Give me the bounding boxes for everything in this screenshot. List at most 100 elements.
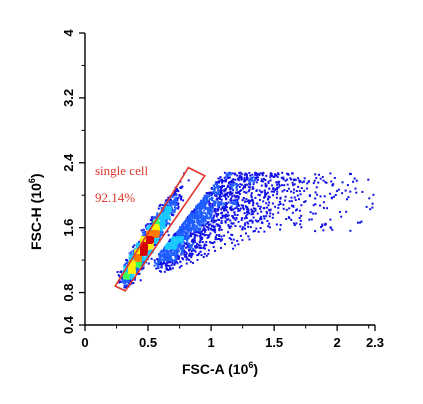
event-point xyxy=(202,197,205,200)
event-point xyxy=(266,206,268,209)
event-point xyxy=(204,196,207,199)
event-point xyxy=(149,218,152,221)
event-point xyxy=(261,174,264,177)
event-point xyxy=(215,213,218,216)
event-point xyxy=(151,247,153,249)
event-point xyxy=(240,189,243,192)
event-point xyxy=(266,191,269,194)
event-point xyxy=(251,173,254,176)
event-point xyxy=(272,190,275,193)
event-point xyxy=(156,238,159,240)
event-point xyxy=(149,248,151,251)
event-point xyxy=(361,190,364,193)
event-point xyxy=(157,240,160,243)
event-point xyxy=(210,241,213,244)
event-point xyxy=(209,208,212,211)
event-point xyxy=(319,195,322,198)
event-point xyxy=(208,224,210,226)
event-point xyxy=(149,240,152,243)
event-point xyxy=(368,197,371,200)
event-point xyxy=(186,238,189,241)
event-point xyxy=(276,181,279,184)
event-point xyxy=(257,230,260,233)
event-point xyxy=(278,200,281,203)
event-point xyxy=(262,200,265,203)
event-point xyxy=(257,193,260,196)
event-point xyxy=(274,205,277,208)
event-point xyxy=(314,203,317,206)
event-point xyxy=(225,209,228,212)
event-point xyxy=(236,203,239,206)
event-point xyxy=(298,179,301,182)
event-point xyxy=(344,189,347,192)
event-point xyxy=(290,200,293,203)
event-point xyxy=(257,172,260,175)
event-point xyxy=(247,190,250,193)
event-point xyxy=(136,263,139,266)
event-point xyxy=(154,226,157,229)
event-point xyxy=(201,222,204,225)
event-point xyxy=(202,205,205,208)
event-point xyxy=(175,194,178,197)
single-cell-gate-outline[interactable] xyxy=(114,166,206,292)
event-point xyxy=(254,171,257,174)
event-point xyxy=(217,223,220,226)
event-point xyxy=(195,226,198,229)
event-point xyxy=(255,227,258,230)
event-point xyxy=(220,187,223,190)
event-point xyxy=(224,208,227,211)
event-point xyxy=(210,214,213,216)
event-point xyxy=(187,246,190,249)
event-point xyxy=(314,212,317,215)
event-point xyxy=(185,224,188,227)
event-point xyxy=(232,189,235,192)
event-point xyxy=(175,237,178,240)
event-point xyxy=(217,203,219,206)
event-point xyxy=(171,236,174,239)
event-point xyxy=(246,221,249,224)
event-point xyxy=(268,215,271,218)
event-point xyxy=(117,274,120,277)
event-point xyxy=(249,174,252,177)
event-point xyxy=(143,260,146,263)
event-point xyxy=(225,178,228,181)
event-point xyxy=(157,220,159,223)
event-point xyxy=(190,215,193,218)
event-point xyxy=(156,214,159,217)
event-point xyxy=(255,190,258,192)
event-point xyxy=(180,245,183,248)
event-point xyxy=(242,226,245,229)
y-tick-label: 1.6 xyxy=(61,219,76,237)
event-point xyxy=(204,222,207,225)
event-point xyxy=(165,262,168,265)
event-point xyxy=(177,196,180,199)
event-point xyxy=(209,191,212,194)
event-point xyxy=(335,190,338,193)
event-point xyxy=(132,260,135,263)
event-point xyxy=(206,216,209,219)
event-point xyxy=(158,222,160,225)
event-point xyxy=(201,206,204,209)
event-point xyxy=(268,187,271,190)
event-point xyxy=(140,229,143,232)
event-point xyxy=(186,219,189,222)
event-point xyxy=(122,281,125,284)
event-point xyxy=(184,251,187,254)
event-point xyxy=(116,271,119,273)
event-point xyxy=(189,235,192,238)
event-point xyxy=(321,224,324,227)
event-point xyxy=(158,253,161,256)
event-point xyxy=(181,233,184,236)
event-point xyxy=(193,208,196,211)
event-point xyxy=(249,226,252,229)
event-point xyxy=(267,195,270,198)
event-point xyxy=(190,256,193,259)
event-point xyxy=(184,232,187,235)
event-point xyxy=(160,231,163,233)
event-point xyxy=(170,257,173,260)
event-point xyxy=(263,217,266,220)
event-point xyxy=(147,238,150,241)
event-point xyxy=(166,214,169,217)
event-point xyxy=(219,194,221,196)
